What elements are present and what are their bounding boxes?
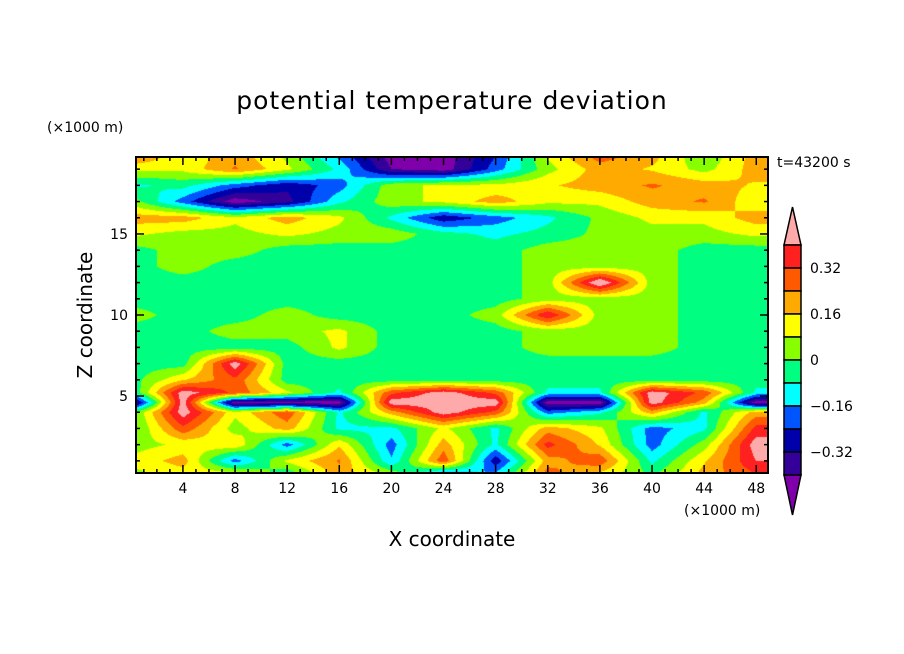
- x-tick-label: 40: [643, 481, 661, 497]
- chart-title: potential temperature deviation: [236, 86, 668, 115]
- colorbar-label: 0.16: [810, 307, 841, 323]
- x-axis-unit: (×1000 m): [684, 503, 761, 519]
- colorbar-swatch: [783, 336, 802, 361]
- x-tick-label: 12: [278, 481, 296, 497]
- y-axis-unit: (×1000 m): [47, 120, 124, 136]
- colorbar-min-triangle: [783, 474, 802, 516]
- contour-field: [136, 157, 768, 473]
- x-tick-label: 32: [539, 481, 557, 497]
- colorbar-swatch: [783, 290, 802, 315]
- x-tick-label: 28: [487, 481, 505, 497]
- colorbar-swatch: [783, 359, 802, 384]
- y-tick-label: 15: [110, 227, 128, 243]
- y-tick-label: 10: [110, 308, 128, 324]
- colorbar-label: 0: [810, 353, 819, 369]
- x-tick-label: 8: [231, 481, 240, 497]
- colorbar-label: 0.32: [810, 261, 841, 277]
- colorbar-swatch: [783, 244, 802, 269]
- colorbar-swatch: [783, 405, 802, 430]
- colorbar-swatch: [783, 267, 802, 292]
- x-tick-label: 20: [382, 481, 400, 497]
- time-label: t=43200 s: [777, 155, 851, 171]
- x-tick-label: 4: [178, 481, 187, 497]
- colorbar-swatch: [783, 313, 802, 338]
- x-tick-label: 48: [747, 481, 765, 497]
- colorbar-max-triangle: [783, 206, 802, 246]
- x-tick-label: 44: [695, 481, 713, 497]
- x-tick-label: 16: [330, 481, 348, 497]
- colorbar-swatch: [783, 428, 802, 453]
- x-tick-label: 36: [591, 481, 609, 497]
- colorbar-label: −0.16: [810, 399, 853, 415]
- colorbar-swatch: [783, 451, 802, 476]
- plot-frame: [135, 156, 769, 474]
- colorbar-swatch: [783, 382, 802, 407]
- x-axis-label: X coordinate: [388, 527, 516, 551]
- y-tick-label: 5: [119, 389, 128, 405]
- colorbar-label: −0.32: [810, 445, 853, 461]
- x-tick-label: 24: [435, 481, 453, 497]
